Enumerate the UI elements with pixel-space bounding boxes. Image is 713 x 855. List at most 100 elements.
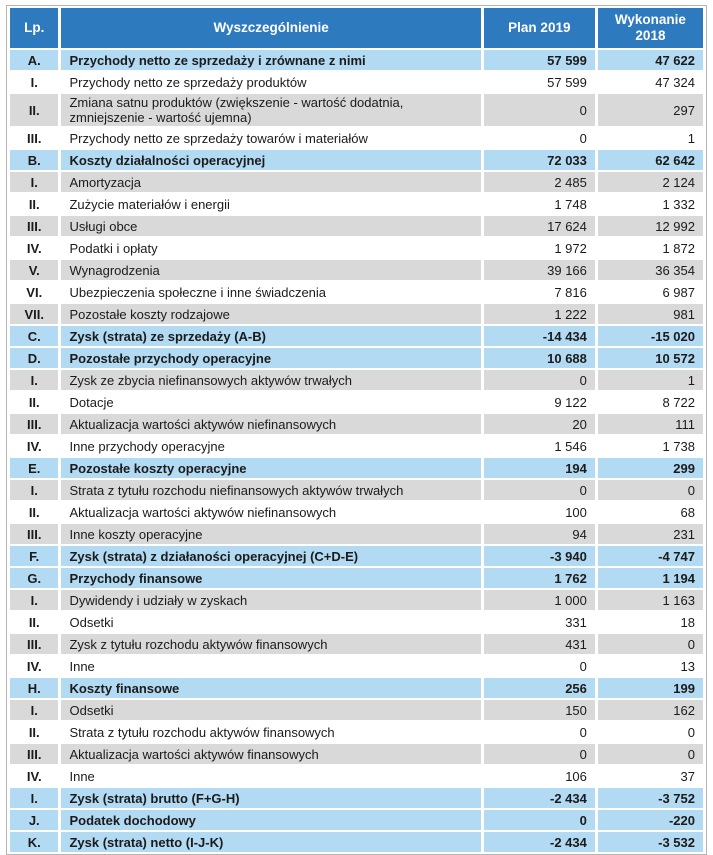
row-name-cell: Przychody finansowe xyxy=(61,568,481,588)
row-plan-cell: 150 xyxy=(483,700,595,720)
row-name-cell: Zysk (strata) netto (I-J-K) xyxy=(61,832,481,852)
row-lp-cell: I. xyxy=(10,72,59,92)
row-lp-cell: I. xyxy=(10,370,59,390)
table-row: D. Pozostałe przychody operacyjne 10 688 10… xyxy=(10,348,703,368)
row-plan-cell: 57 599 xyxy=(483,50,595,70)
row-wykonanie-cell: 10 572 xyxy=(597,348,703,368)
row-name-cell: Dotacje xyxy=(61,392,481,412)
table-frame: Lp. Wyszczególnienie Plan 2019 Wykonanie… xyxy=(6,5,707,855)
row-name-cell: Przychody netto ze sprzedaży produktów xyxy=(61,72,481,92)
table-row: II. Dotacje 9 122 8 722 xyxy=(10,392,703,412)
table-row: IV. Inne przychody operacyjne 1 546 1 738 xyxy=(10,436,703,456)
row-name-cell: Zysk (strata) ze sprzedaży (A-B) xyxy=(61,326,481,346)
row-lp-cell: I. xyxy=(10,480,59,500)
row-lp-cell: A. xyxy=(10,50,59,70)
row-name-cell: Koszty finansowe xyxy=(61,678,481,698)
row-name-cell: Aktualizacja wartości aktywów niefinanso… xyxy=(61,502,481,522)
row-lp-cell: H. xyxy=(10,678,59,698)
row-lp-cell: VII. xyxy=(10,304,59,324)
row-wykonanie-cell: 0 xyxy=(597,480,703,500)
row-lp-cell: IV. xyxy=(10,436,59,456)
row-plan-cell: 9 122 xyxy=(483,392,595,412)
row-plan-cell: 17 624 xyxy=(483,216,595,236)
header-plan-2019: Plan 2019 xyxy=(483,8,595,48)
table-row: B. Koszty działalności operacyjnej 72 033 6… xyxy=(10,150,703,170)
financial-statement-page: Lp. Wyszczególnienie Plan 2019 Wykonanie… xyxy=(6,5,707,855)
row-plan-cell: 0 xyxy=(483,744,595,764)
row-name-cell: Inne xyxy=(61,766,481,786)
row-plan-cell: 0 xyxy=(483,810,595,830)
row-plan-cell: 0 xyxy=(483,370,595,390)
table-row: III. Aktualizacja wartości aktywów niefin… xyxy=(10,414,703,434)
row-lp-cell: II. xyxy=(10,194,59,214)
row-plan-cell: -2 434 xyxy=(483,788,595,808)
row-name-cell: Odsetki xyxy=(61,612,481,632)
row-plan-cell: 0 xyxy=(483,656,595,676)
row-lp-cell: II. xyxy=(10,612,59,632)
row-plan-cell: 0 xyxy=(483,128,595,148)
row-name-cell: Wynagrodzenia xyxy=(61,260,481,280)
table-row: H. Koszty finansowe 256 199 xyxy=(10,678,703,698)
row-name-cell: Podatek dochodowy xyxy=(61,810,481,830)
row-wykonanie-cell: 1 163 xyxy=(597,590,703,610)
table-row: III. Aktualizacja wartości aktywów finans… xyxy=(10,744,703,764)
row-wykonanie-cell: 199 xyxy=(597,678,703,698)
table-row: II. Aktualizacja wartości aktywów niefina… xyxy=(10,502,703,522)
row-plan-cell: 256 xyxy=(483,678,595,698)
row-name-cell: Dywidendy i udziały w zyskach xyxy=(61,590,481,610)
row-plan-cell: -2 434 xyxy=(483,832,595,852)
table-row: V. Wynagrodzenia 39 166 36 354 xyxy=(10,260,703,280)
row-name-cell: Strata z tytułu rozchodu niefinansowych … xyxy=(61,480,481,500)
row-wykonanie-cell: 162 xyxy=(597,700,703,720)
row-plan-cell: 20 xyxy=(483,414,595,434)
row-plan-cell: 1 222 xyxy=(483,304,595,324)
row-name-cell: Inne przychody operacyjne xyxy=(61,436,481,456)
row-wykonanie-cell: 981 xyxy=(597,304,703,324)
row-wykonanie-cell: 18 xyxy=(597,612,703,632)
row-lp-cell: D. xyxy=(10,348,59,368)
row-plan-cell: 194 xyxy=(483,458,595,478)
row-name-cell: Pozostałe przychody operacyjne xyxy=(61,348,481,368)
row-lp-cell: III. xyxy=(10,524,59,544)
row-lp-cell: II. xyxy=(10,94,59,126)
row-wykonanie-cell: 297 xyxy=(597,94,703,126)
table-row: III. Inne koszty operacyjne 94 231 xyxy=(10,524,703,544)
row-wykonanie-cell: 1 194 xyxy=(597,568,703,588)
row-name-cell: Przychody netto ze sprzedaży i zrównane … xyxy=(61,50,481,70)
row-name-cell: Aktualizacja wartości aktywów niefinanso… xyxy=(61,414,481,434)
profit-and-loss-table: Lp. Wyszczególnienie Plan 2019 Wykonanie… xyxy=(7,6,706,854)
row-name-cell: Amortyzacja xyxy=(61,172,481,192)
row-wykonanie-cell: 68 xyxy=(597,502,703,522)
row-name-cell: Aktualizacja wartości aktywów finansowyc… xyxy=(61,744,481,764)
row-lp-cell: I. xyxy=(10,172,59,192)
row-plan-cell: -14 434 xyxy=(483,326,595,346)
row-wykonanie-cell: 1 332 xyxy=(597,194,703,214)
row-lp-cell: G. xyxy=(10,568,59,588)
table-row: I. Zysk ze zbycia niefinansowych aktywów … xyxy=(10,370,703,390)
header-lp: Lp. xyxy=(10,8,59,48)
row-wykonanie-cell: 1 738 xyxy=(597,436,703,456)
table-row: I. Amortyzacja 2 485 2 124 xyxy=(10,172,703,192)
row-lp-cell: J. xyxy=(10,810,59,830)
row-lp-cell: IV. xyxy=(10,238,59,258)
row-lp-cell: III. xyxy=(10,744,59,764)
header-row: Lp. Wyszczególnienie Plan 2019 Wykonanie… xyxy=(10,8,703,48)
row-plan-cell: 57 599 xyxy=(483,72,595,92)
row-plan-cell: 331 xyxy=(483,612,595,632)
row-plan-cell: 1 748 xyxy=(483,194,595,214)
table-header: Lp. Wyszczególnienie Plan 2019 Wykonanie… xyxy=(10,8,703,48)
row-lp-cell: I. xyxy=(10,788,59,808)
row-plan-cell: 0 xyxy=(483,722,595,742)
row-name-cell: Przychody netto ze sprzedaży towarów i m… xyxy=(61,128,481,148)
row-lp-cell: K. xyxy=(10,832,59,852)
row-wykonanie-cell: 0 xyxy=(597,634,703,654)
row-wykonanie-cell: 299 xyxy=(597,458,703,478)
row-plan-cell: 106 xyxy=(483,766,595,786)
row-name-cell: Pozostałe koszty rodzajowe xyxy=(61,304,481,324)
table-row: I. Dywidendy i udziały w zyskach 1 000 1 16… xyxy=(10,590,703,610)
row-lp-cell: II. xyxy=(10,392,59,412)
table-row: I. Odsetki 150 162 xyxy=(10,700,703,720)
row-wykonanie-cell: -4 747 xyxy=(597,546,703,566)
table-row: VII. Pozostałe koszty rodzajowe 1 222 981 xyxy=(10,304,703,324)
row-name-cell: Inne koszty operacyjne xyxy=(61,524,481,544)
